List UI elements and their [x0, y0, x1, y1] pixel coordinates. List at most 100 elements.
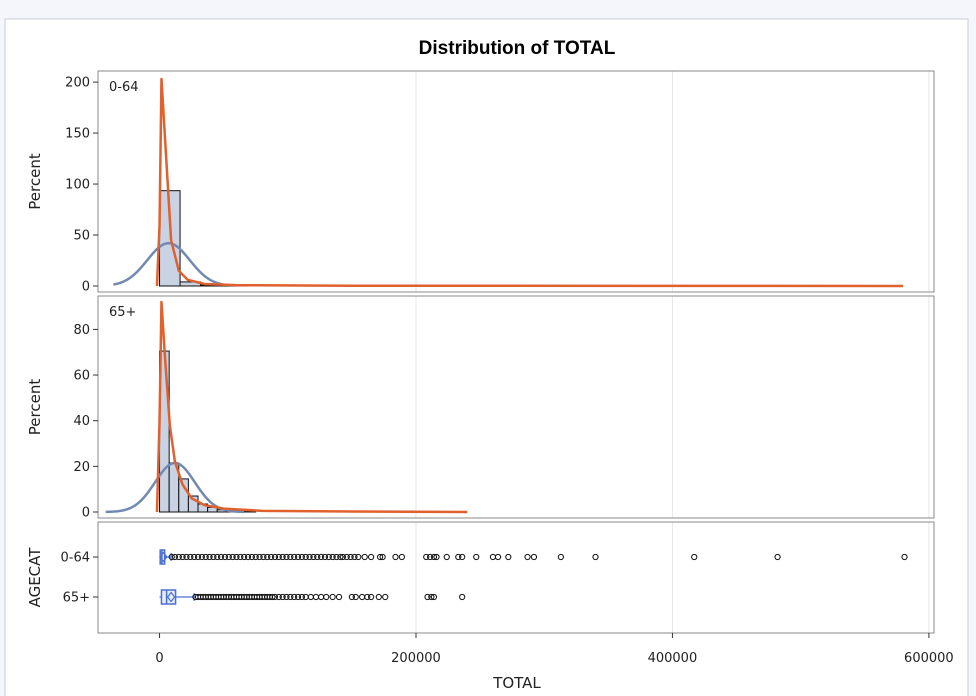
outlier-point — [433, 553, 440, 561]
outlier-point — [287, 553, 294, 561]
outlier-point — [252, 553, 259, 561]
outlier-point — [473, 553, 480, 561]
y-axis-label: Percent — [26, 379, 44, 436]
outlier-point — [430, 593, 438, 601]
outlier-point — [325, 553, 332, 561]
outlier-point — [459, 553, 466, 561]
outlier-point — [302, 553, 309, 561]
category-label: 65+ — [63, 591, 90, 606]
outlier-point — [347, 553, 354, 561]
kernel-density-curve — [155, 300, 468, 514]
outlier-point — [279, 593, 286, 601]
y-tick-label: 60 — [73, 369, 90, 384]
outlier-point — [283, 553, 290, 561]
outlier-point — [352, 593, 359, 601]
outlier-point — [368, 593, 375, 601]
x-axis-label: TOTAL — [492, 674, 541, 692]
outlier-point — [424, 593, 431, 601]
outlier-point — [505, 553, 512, 561]
y-tick-label: 150 — [65, 127, 90, 142]
outlier-point — [210, 553, 217, 561]
y-tick-label: 200 — [65, 76, 90, 91]
outlier-point — [392, 553, 399, 561]
outlier-point — [430, 553, 438, 561]
outlier-point — [241, 553, 248, 561]
plot-layer: 0 50 100 150 200 Percent 0-64 0 20 40 60 80 Percent 6… — [26, 70, 954, 666]
outlier-point — [375, 593, 382, 601]
category-label: 0-64 — [60, 551, 90, 566]
outlier-point — [339, 553, 347, 561]
y-tick-label: 50 — [73, 229, 90, 244]
panel-frame — [97, 70, 935, 293]
outlier-point — [267, 553, 275, 561]
outlier-point — [306, 553, 313, 561]
outlier-point — [364, 593, 371, 601]
outlier-point — [423, 553, 430, 561]
outlier-point — [382, 593, 389, 601]
outlier-point — [198, 553, 205, 561]
boxplot-mean-marker — [159, 551, 168, 563]
boxplot-mean-marker — [166, 591, 176, 603]
outlier-point — [530, 553, 538, 561]
outlier-point — [225, 553, 232, 561]
normal-density-curve — [113, 241, 224, 286]
outlier-point — [774, 553, 781, 561]
outlier-point — [244, 553, 252, 561]
outlier-point — [233, 553, 240, 561]
outlier-point — [310, 553, 317, 561]
outlier-point — [298, 593, 305, 601]
outlier-point — [351, 553, 358, 561]
outlier-point — [524, 553, 531, 561]
outlier-point — [271, 593, 279, 601]
outlier-point — [298, 553, 305, 561]
outlier-point — [248, 553, 255, 561]
panel-frame — [97, 295, 935, 519]
y-tick-label: 100 — [65, 178, 90, 193]
x-tick-label: 0 — [155, 651, 163, 666]
outlier-point — [348, 593, 355, 601]
outlier-point — [168, 553, 175, 561]
outlier-point — [323, 593, 330, 601]
outlier-point — [291, 593, 298, 601]
outlier-point — [287, 593, 294, 601]
outlier-point — [206, 553, 213, 561]
outlier-point — [171, 553, 179, 561]
y-tick-label: 80 — [73, 323, 90, 338]
outlier-point — [271, 553, 279, 561]
outlier-point — [557, 553, 564, 561]
outlier-point — [379, 553, 386, 561]
outlier-point — [269, 593, 276, 601]
outlier-point — [691, 553, 698, 561]
outlier-point — [329, 553, 336, 561]
outlier-point — [318, 553, 325, 561]
outlier-point — [426, 553, 434, 561]
y-axis-label: AGECAT — [26, 547, 44, 608]
outlier-point — [179, 553, 186, 561]
outlier-point — [175, 553, 182, 561]
chart-frame — [4, 18, 969, 696]
outlier-point — [376, 553, 384, 561]
outlier-point — [398, 553, 405, 561]
outlier-point — [329, 593, 336, 601]
y-tick-label: 20 — [73, 460, 90, 475]
outlier-point — [361, 553, 368, 561]
outlier-point — [256, 553, 263, 561]
chart-title: Distribution of TOTAL — [419, 38, 616, 59]
x-tick-label: 400000 — [648, 651, 698, 666]
outlier-point — [229, 553, 236, 561]
outlier-point — [202, 553, 209, 561]
outlier-point — [459, 593, 466, 601]
outlier-point — [321, 553, 329, 561]
outlier-point — [260, 553, 267, 561]
outlier-point — [314, 553, 321, 561]
x-tick-label: 600000 — [904, 651, 954, 666]
boxplot-frame — [97, 521, 935, 634]
y-tick-label: 0 — [82, 280, 90, 295]
outlier-point — [901, 553, 908, 561]
outlier-point — [214, 553, 221, 561]
outlier-point — [455, 553, 462, 561]
outlier-point — [275, 593, 282, 601]
kernel-density-curve — [155, 77, 904, 288]
outlier-point — [221, 553, 229, 561]
